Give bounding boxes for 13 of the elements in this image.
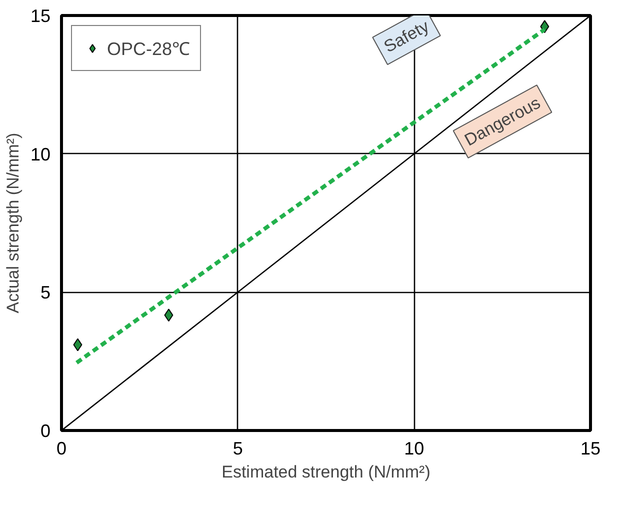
y-tick-label: 0 [40, 421, 51, 441]
y-tick-label: 5 [40, 282, 51, 303]
x-tick-label: 15 [580, 438, 601, 458]
x-tick-label: 10 [404, 438, 424, 458]
y-tick-label: 10 [30, 144, 51, 164]
point [164, 308, 174, 322]
x-tick-label: 5 [232, 438, 243, 458]
point [73, 338, 82, 352]
y-tick-label: 15 [30, 6, 51, 26]
x-tick-label: 0 [56, 438, 67, 458]
y-axis-title: Actual strength (N/mm²) [3, 132, 22, 314]
x-axis-title: Estimated strength (N/mm²) [222, 462, 430, 482]
legend-label: OPC-28℃ [107, 38, 190, 60]
